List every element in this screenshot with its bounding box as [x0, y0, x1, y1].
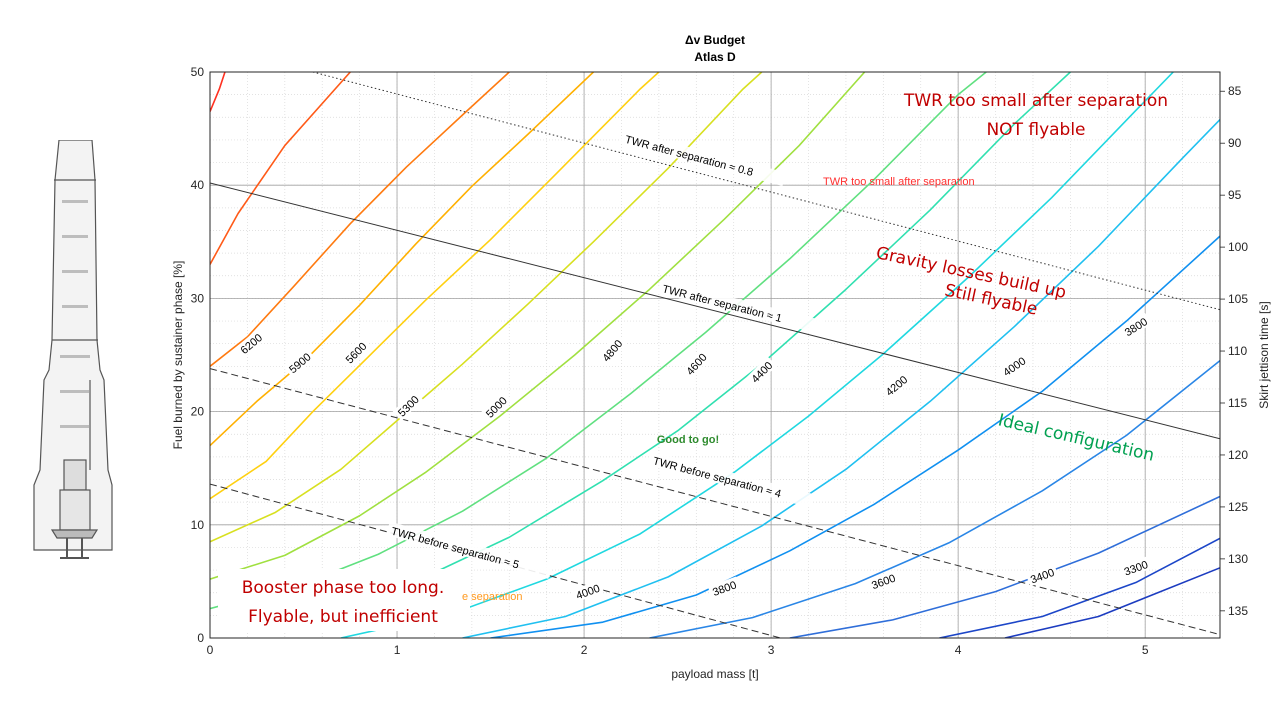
y-tick-label: 10	[191, 518, 205, 532]
dv-contour-label-bg	[866, 569, 900, 593]
y2-tick-label: 90	[1228, 136, 1242, 150]
dv-contour-line-4000	[490, 235, 1220, 638]
axes: 0 1 2 3 4 50102030405085909510010511011512012…	[191, 65, 1249, 657]
y-tick-label: 0	[197, 631, 204, 645]
twr-label-bg	[648, 451, 815, 508]
annotation-partial-separation: e separation	[462, 591, 523, 603]
twr-line-2	[210, 182, 1220, 440]
dv-contour-label-bg	[283, 347, 316, 378]
dv-contour-line-5300	[210, 72, 763, 543]
dv-contour-label-bg	[597, 334, 627, 366]
dv-contour-line-4400	[340, 72, 1174, 638]
dv-contour-line-4800	[210, 72, 987, 610]
twr-label: TWR before separation ≈ 4	[652, 455, 783, 500]
y-axis-label: Fuel burned by sustainer phase [%]	[171, 261, 185, 450]
dv-contour-label-bg	[997, 351, 1030, 380]
x-tick-label: 2	[581, 643, 588, 657]
dv-contour-label-bg	[235, 328, 267, 358]
dv-contour-line-edge	[210, 72, 351, 265]
twr-label-bg	[386, 521, 552, 579]
y2-tick-label: 110	[1228, 344, 1247, 358]
annotation-not-flyable: NOT flyable	[986, 120, 1085, 140]
twr-label: TWR after separation ≈ 0.8	[624, 134, 755, 179]
annotation-booster-too-long: Booster phase too long.	[242, 578, 445, 598]
dv-contour-label: 3400	[1029, 567, 1056, 587]
y2-tick-label: 120	[1228, 448, 1248, 462]
y2-tick-label: 85	[1228, 84, 1242, 98]
x-axis-label: payload mass [t]	[671, 667, 758, 681]
y-tick-label: 40	[191, 178, 205, 192]
y2-tick-label: 135	[1228, 604, 1248, 618]
y2-tick-label: 100	[1228, 240, 1248, 254]
dv-contour-line-3300	[1004, 567, 1220, 638]
dv-contour-label-group: 3800	[1119, 312, 1152, 340]
x-tick-label: 4	[955, 643, 962, 657]
y-tick-label: 20	[191, 405, 205, 419]
x-tick-label: 3	[768, 643, 775, 657]
twr-line-1	[312, 72, 1220, 311]
twr-lines	[210, 72, 1220, 638]
y-tick-label: 50	[191, 65, 205, 79]
dv-contour-label-group: 5600	[340, 337, 371, 368]
twr-label-bg	[619, 129, 787, 187]
dv-contour-label-bg	[480, 391, 512, 422]
x-tick-label: 0	[207, 643, 214, 657]
twr-label: TWR before separation ≈ 5	[390, 526, 521, 572]
dv-contour-line-3800	[649, 360, 1220, 638]
dv-contour-label-bg	[1025, 564, 1059, 587]
annotation-ideal-configuration: Ideal configuration	[996, 410, 1156, 465]
y2-axis-label: Skirt jettison time [s]	[1257, 301, 1271, 408]
dv-contour-line-5900	[210, 72, 594, 447]
dv-contour-label: 4000	[575, 583, 602, 603]
chart-subtitle: Atlas D	[694, 50, 736, 64]
dv-contour-line-3600	[789, 495, 1220, 638]
dv-contour-label-bg	[707, 576, 741, 599]
booster-annotation-box	[218, 569, 470, 631]
dv-contour-label-group: 3800	[707, 576, 741, 599]
dv-contour-label: 3300	[1123, 559, 1150, 579]
twr-label-group: TWR before separation ≈ 4	[648, 451, 815, 508]
y2-tick-label: 95	[1228, 188, 1242, 202]
y2-tick-label: 130	[1228, 552, 1248, 566]
dv-contour-label-group: 4800	[597, 334, 627, 366]
dv-contour-label-bg	[340, 337, 371, 368]
twr-label-group: TWR after separation ≈ 1	[657, 279, 824, 335]
twr-line-3	[210, 368, 1220, 636]
dv-contour-line-5600	[210, 72, 660, 500]
dv-contour-label-bg	[1119, 312, 1152, 340]
annotation-twr-too-small-line1: TWR too small after separation	[903, 91, 1168, 111]
plot-frame	[209, 71, 1221, 639]
dv-contour-label-bg	[571, 579, 604, 603]
annotation-flyable-inefficient: Flyable, but inefficient	[248, 607, 438, 627]
y2-tick-label: 125	[1228, 500, 1248, 514]
dv-contour-label-bg	[746, 356, 777, 387]
annotation-twr-too-small-small: TWR too small after separation	[823, 176, 975, 188]
dv-contour-label-group: 4000	[997, 351, 1030, 380]
twr-label-group: TWR after separation ≈ 0.8	[619, 129, 787, 187]
dv-contour-line-4200	[462, 118, 1220, 638]
twr-label-bg	[657, 279, 824, 335]
y-tick-label: 30	[191, 291, 205, 305]
chart-title: Δv Budget	[685, 33, 745, 47]
x-tick-label: 1	[394, 643, 401, 657]
dv-contour-label: 3800	[711, 579, 738, 599]
dv-contour-label-group: 4200	[880, 370, 912, 400]
dv-contour-label-group: 3400	[1025, 564, 1059, 587]
dv-contour-line-5000	[210, 72, 866, 580]
y2-tick-label: 115	[1228, 396, 1247, 410]
dv-contour-label-bg	[392, 390, 424, 421]
annotation-good-to-go: Good to go!	[657, 434, 719, 446]
dv-contour-label-bg	[681, 348, 711, 380]
x-tick-label: 5	[1142, 643, 1149, 657]
dv-contour-line-3400	[939, 537, 1220, 638]
dv-contour-label-bg	[1119, 556, 1152, 579]
y2-tick-label: 105	[1228, 292, 1248, 306]
rocket-diagram-image	[33, 140, 113, 559]
dv-contour-line-edge	[210, 72, 226, 112]
dv-contour-line-6200	[210, 72, 510, 367]
dv-contour-label-bg	[880, 370, 912, 400]
